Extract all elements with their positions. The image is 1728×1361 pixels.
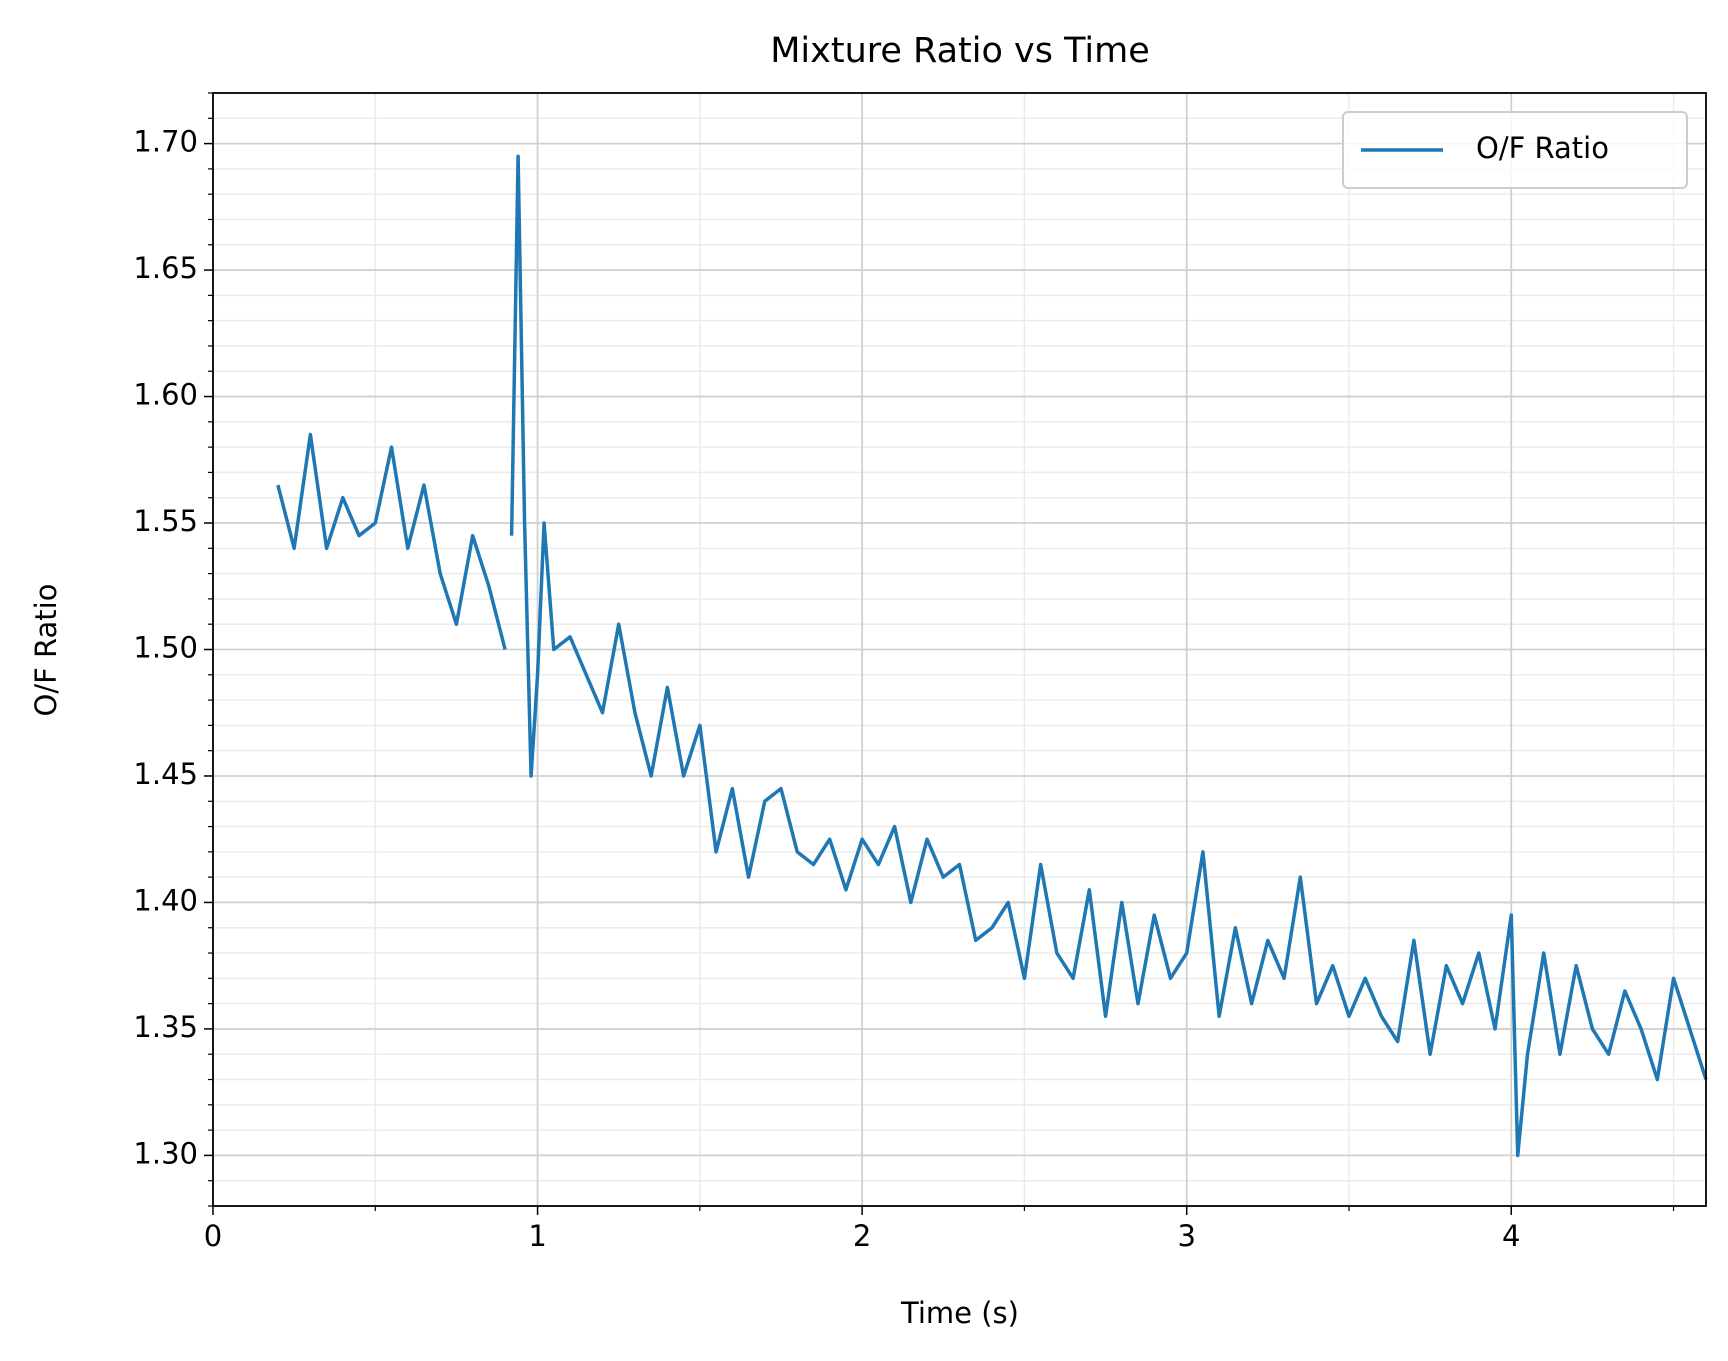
- x-tick-label: 0: [204, 1219, 222, 1253]
- legend-box: [1342, 111, 1688, 189]
- y-tick-label: 1.55: [133, 504, 198, 538]
- plot-frame: [212, 92, 1707, 1207]
- x-axis-label: Time (s): [900, 1296, 1019, 1330]
- x-tick-label: 2: [853, 1219, 871, 1253]
- y-tick-label: 1.30: [133, 1136, 198, 1170]
- x-tick-label: 4: [1502, 1219, 1520, 1253]
- x-tick-label: 1: [528, 1219, 546, 1253]
- y-tick-label: 1.35: [133, 1010, 198, 1044]
- y-tick-label: 1.60: [133, 378, 198, 412]
- y-tick-label: 1.45: [133, 757, 198, 791]
- data-line: [276, 154, 1708, 1158]
- y-tick-label: 1.70: [133, 125, 198, 159]
- y-tick-label: 1.40: [133, 883, 198, 917]
- y-tick-label: 1.65: [133, 251, 198, 285]
- y-tick-label: 1.50: [133, 631, 198, 665]
- legend-label: O/F Ratio: [1476, 131, 1609, 165]
- y-axis-label: O/F Ratio: [29, 584, 63, 717]
- x-tick-label: 3: [1177, 1219, 1195, 1253]
- chart-title: Mixture Ratio vs Time: [770, 31, 1150, 71]
